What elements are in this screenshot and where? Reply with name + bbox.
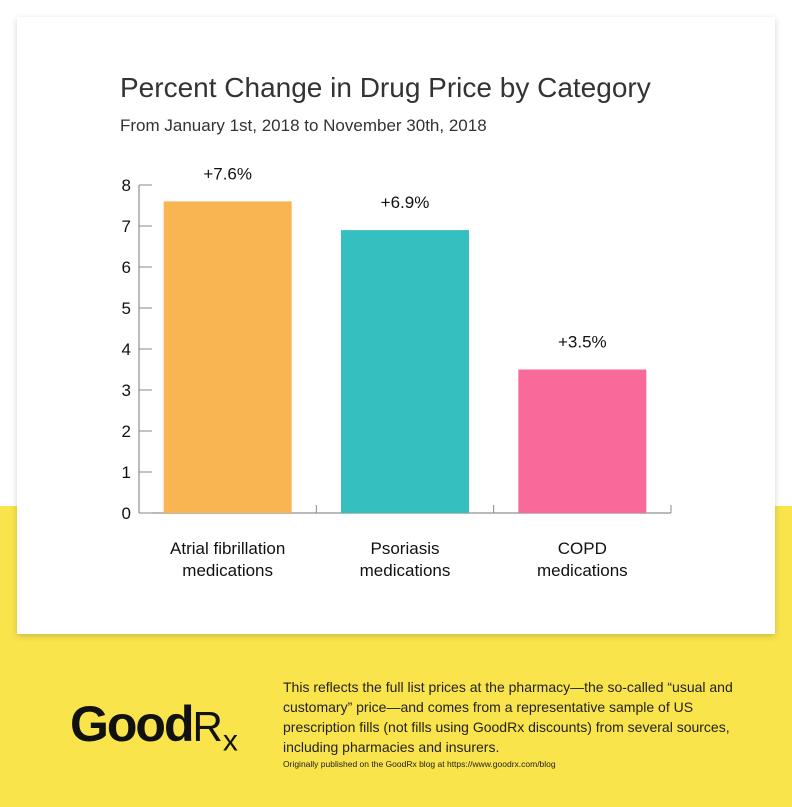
category-label-line: medications (359, 561, 451, 580)
y-tick-label: 1 (122, 463, 131, 482)
footnote: This reflects the full list prices at th… (283, 679, 733, 755)
category-label: COPD medications (492, 538, 672, 582)
data-label: +7.6% (203, 164, 252, 183)
category-label: Psoriasis medications (315, 538, 495, 582)
data-label: +3.5% (558, 333, 607, 352)
category-label-line: COPD (557, 539, 607, 558)
y-tick-label: 8 (122, 176, 131, 195)
y-tick-label: 5 (122, 299, 131, 318)
y-tick-label: 3 (122, 381, 131, 400)
y-tick-label: 0 (122, 504, 131, 523)
bar (163, 201, 292, 513)
category-label-line: Atrial fibrillation (170, 539, 286, 558)
chart-title: Percent Change in Drug Price by Category (120, 72, 651, 103)
data-label: +6.9% (381, 193, 430, 212)
credit-line: Originally published on the GoodRx blog … (283, 759, 556, 769)
category-label-line: medications (536, 561, 628, 580)
bar (518, 369, 647, 513)
category-label: Atrial fibrillation medications (138, 538, 318, 582)
y-tick-label: 7 (122, 217, 131, 236)
category-label-line: Psoriasis (370, 539, 440, 558)
chart-subtitle: From January 1st, 2018 to November 30th,… (120, 116, 487, 135)
y-tick-label: 2 (122, 422, 131, 441)
category-label-line: medications (182, 561, 274, 580)
bar-chart: 0 1 2 3 4 5 6 7 8 +7.6% +6.9% +3.5% (122, 164, 672, 523)
bar (341, 230, 469, 513)
goodrx-logo: GoodRx (70, 696, 238, 758)
y-tick-label: 4 (122, 340, 131, 359)
y-tick-label: 6 (122, 258, 131, 277)
